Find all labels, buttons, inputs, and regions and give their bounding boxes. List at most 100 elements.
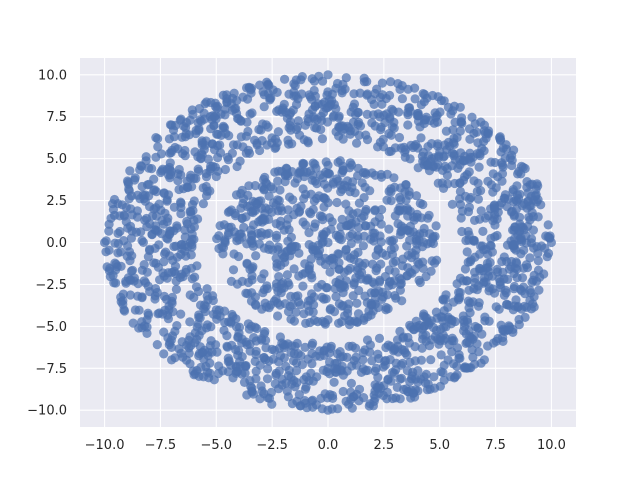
scatter-point	[240, 368, 250, 378]
scatter-point	[507, 155, 517, 165]
scatter-point	[317, 212, 327, 222]
scatter-point	[261, 203, 271, 213]
scatter-point	[255, 394, 265, 404]
scatter-point	[187, 242, 197, 252]
scatter-point	[337, 361, 347, 371]
scatter-point	[228, 373, 238, 383]
scatter-point	[457, 226, 467, 237]
scatter-point	[260, 327, 270, 337]
scatter-point	[271, 279, 282, 289]
scatter-point	[405, 154, 415, 164]
x-tick-label: −5.0	[200, 438, 232, 453]
scatter-point	[376, 237, 386, 247]
scatter-point	[238, 92, 248, 102]
scatter-point	[528, 225, 539, 235]
scatter-point	[182, 216, 192, 227]
scatter-point	[194, 330, 204, 340]
scatter-point	[291, 366, 302, 376]
scatter-point	[452, 343, 463, 353]
scatter-point	[376, 122, 386, 132]
scatter-point	[351, 352, 361, 362]
scatter-point	[430, 258, 440, 268]
scatter-point	[250, 181, 260, 191]
scatter-point	[104, 219, 114, 229]
scatter-point	[484, 316, 494, 326]
scatter-point	[264, 228, 274, 238]
scatter-point	[321, 283, 331, 293]
scatter-point	[247, 387, 257, 397]
scatter-point	[528, 275, 538, 285]
scatter-point	[349, 250, 360, 260]
scatter-point	[483, 249, 493, 259]
scatter-point	[171, 276, 181, 286]
scatter-point	[173, 176, 183, 186]
scatter-point	[345, 187, 355, 197]
scatter-point	[176, 202, 186, 213]
scatter-point	[233, 251, 244, 262]
scatter-point	[196, 300, 206, 310]
x-tick-label: −7.5	[145, 438, 177, 453]
scatter-point	[166, 170, 176, 180]
scatter-point	[384, 224, 394, 234]
scatter-point	[246, 83, 256, 93]
scatter-point	[178, 149, 188, 159]
scatter-point	[423, 213, 433, 223]
scatter-point	[447, 199, 457, 209]
scatter-point	[241, 212, 251, 222]
scatter-point	[151, 187, 161, 197]
scatter-point	[222, 90, 232, 100]
scatter-point	[219, 306, 230, 316]
scatter-point	[395, 285, 405, 295]
y-tick-label: −5.0	[35, 320, 67, 335]
scatter-point	[308, 158, 318, 168]
scatter-point	[391, 293, 401, 303]
scatter-point	[274, 272, 284, 282]
scatter-point	[275, 332, 285, 342]
scatter-point	[373, 349, 383, 359]
scatter-point	[289, 264, 299, 274]
scatter-point	[162, 196, 172, 206]
scatter-point	[329, 254, 339, 264]
scatter-point	[352, 138, 362, 148]
scatter-point	[428, 323, 439, 333]
scatter-point	[212, 103, 222, 113]
scatter-point	[330, 363, 340, 373]
scatter-point	[291, 242, 302, 252]
scatter-point	[257, 386, 267, 396]
scatter-point	[251, 251, 261, 261]
scatter-point	[304, 264, 314, 274]
scatter-point	[346, 221, 356, 231]
scatter-point	[108, 204, 118, 215]
scatter-point	[397, 226, 407, 236]
scatter-point	[489, 201, 499, 211]
scatter-point	[311, 245, 321, 255]
y-tick-label: 7.5	[46, 110, 67, 125]
scatter-point	[387, 104, 397, 114]
scatter-point	[352, 389, 362, 399]
scatter-point	[189, 370, 199, 380]
scatter-point	[336, 235, 346, 245]
scatter-point	[139, 260, 149, 270]
scatter-point	[375, 92, 385, 102]
scatter-point	[215, 148, 226, 158]
scatter-point	[233, 366, 243, 376]
scatter-point	[155, 275, 165, 285]
scatter-point	[326, 304, 336, 314]
scatter-point	[296, 351, 306, 361]
scatter-point	[503, 274, 513, 284]
scatter-point	[366, 221, 376, 231]
scatter-point	[400, 348, 410, 358]
scatter-point	[201, 172, 212, 182]
scatter-point	[161, 247, 171, 257]
scatter-point	[256, 125, 266, 135]
x-tick-label: 5.0	[429, 438, 450, 453]
scatter-point	[410, 342, 420, 352]
scatter-point	[365, 234, 376, 244]
scatter-point	[396, 195, 406, 205]
scatter-point	[257, 217, 267, 227]
x-tick-label: 10.0	[537, 438, 566, 453]
scatter-point	[390, 343, 400, 354]
scatter-point	[127, 210, 137, 220]
scatter-point	[176, 309, 186, 319]
scatter-point	[286, 314, 296, 324]
